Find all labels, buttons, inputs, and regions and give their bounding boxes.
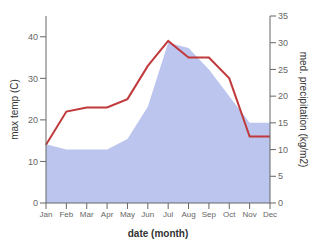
svg-text:May: May [120,210,135,219]
svg-text:med. precipitation (kg/m2): med. precipitation (kg/m2) [298,52,309,168]
svg-text:10: 10 [28,157,38,167]
svg-text:Oct: Oct [223,210,236,219]
svg-text:10: 10 [278,145,288,155]
svg-text:15: 15 [278,118,288,128]
svg-text:Sep: Sep [202,210,217,219]
svg-text:25: 25 [278,65,288,75]
svg-text:30: 30 [278,38,288,48]
svg-text:max temp (C): max temp (C) [9,79,20,140]
svg-text:Apr: Apr [101,210,114,219]
svg-text:Jan: Jan [40,210,53,219]
svg-text:5: 5 [278,171,283,181]
svg-text:Jun: Jun [141,210,154,219]
svg-text:Jul: Jul [163,210,173,219]
svg-text:20: 20 [28,115,38,125]
svg-text:Nov: Nov [243,210,257,219]
svg-text:Mar: Mar [80,210,94,219]
svg-text:35: 35 [278,11,288,21]
svg-text:0: 0 [33,198,38,208]
svg-text:date (month): date (month) [128,228,189,239]
svg-text:20: 20 [278,91,288,101]
svg-text:30: 30 [28,74,38,84]
svg-text:Feb: Feb [59,210,73,219]
svg-text:0: 0 [278,198,283,208]
svg-text:Dec: Dec [263,210,277,219]
svg-text:40: 40 [28,32,38,42]
svg-text:Aug: Aug [181,210,195,219]
